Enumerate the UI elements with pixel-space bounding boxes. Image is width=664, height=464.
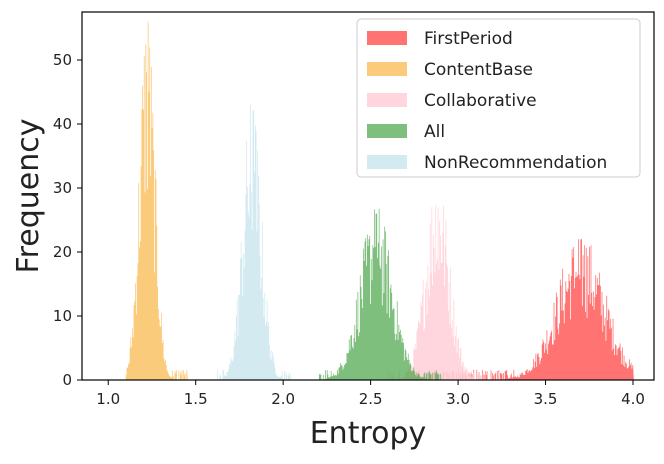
- x-axis-title: Entropy: [310, 416, 427, 451]
- legend-entry-nonrecommendation: NonRecommendation: [367, 153, 607, 173]
- histogram-bars: [125, 21, 634, 381]
- y-tick-label: 0: [62, 371, 72, 389]
- x-tick-label: 3.5: [534, 390, 558, 408]
- legend-label: All: [424, 122, 445, 142]
- series-nonrecommendation-bars: [213, 103, 293, 381]
- x-tick-label: 2.5: [359, 390, 383, 408]
- legend-entry-collaborative: Collaborative: [367, 91, 537, 111]
- legend-swatch: [367, 31, 407, 45]
- histogram-collaborative: [388, 205, 489, 380]
- legend-swatch: [367, 93, 407, 107]
- histogram-all: [318, 208, 442, 380]
- legend-box: [356, 18, 641, 178]
- legend-entry-all: All: [367, 122, 445, 142]
- y-tick-label: 10: [53, 307, 72, 325]
- legend-label: Collaborative: [424, 91, 537, 111]
- y-tick-label: 50: [53, 51, 72, 69]
- histogram-contentbase: [125, 21, 188, 380]
- x-tick-label: 1.0: [96, 390, 120, 408]
- legend-label: FirstPeriod: [424, 29, 513, 49]
- legend-label: ContentBase: [424, 60, 533, 80]
- x-tick-label: 4.0: [621, 390, 645, 408]
- series-collaborative-bars: [388, 205, 489, 380]
- legend-swatch: [367, 124, 407, 138]
- histogram-firstperiod: [405, 239, 634, 380]
- series-firstperiod-bars: [405, 239, 634, 380]
- legend-label: NonRecommendation: [424, 153, 607, 173]
- x-tick-label: 1.5: [184, 390, 208, 408]
- x-axis-ticks: 1.0 1.5 2.0 2.5 3.0 3.5 4.0: [96, 380, 645, 408]
- y-axis-ticks: 0 10 20 30 40 50: [53, 51, 82, 389]
- legend: FirstPeriod ContentBase Collaborative All No…: [356, 18, 641, 178]
- y-axis-title: Frequency: [11, 119, 46, 274]
- legend-entry-contentbase: ContentBase: [367, 60, 533, 80]
- y-tick-label: 40: [53, 115, 72, 133]
- x-tick-label: 2.0: [271, 390, 295, 408]
- histogram-nonrecommendation: [213, 103, 293, 381]
- x-tick-label: 3.0: [446, 390, 470, 408]
- plot-frame: [81, 11, 655, 381]
- series-all-bars: [318, 208, 442, 380]
- legend-swatch: [367, 155, 407, 169]
- legend-entry-firstperiod: FirstPeriod: [367, 29, 513, 49]
- y-tick-label: 30: [53, 179, 72, 197]
- series-contentbase-bars: [125, 21, 188, 380]
- legend-swatch: [367, 62, 407, 76]
- axes: [81, 11, 655, 381]
- y-tick-label: 20: [53, 243, 72, 261]
